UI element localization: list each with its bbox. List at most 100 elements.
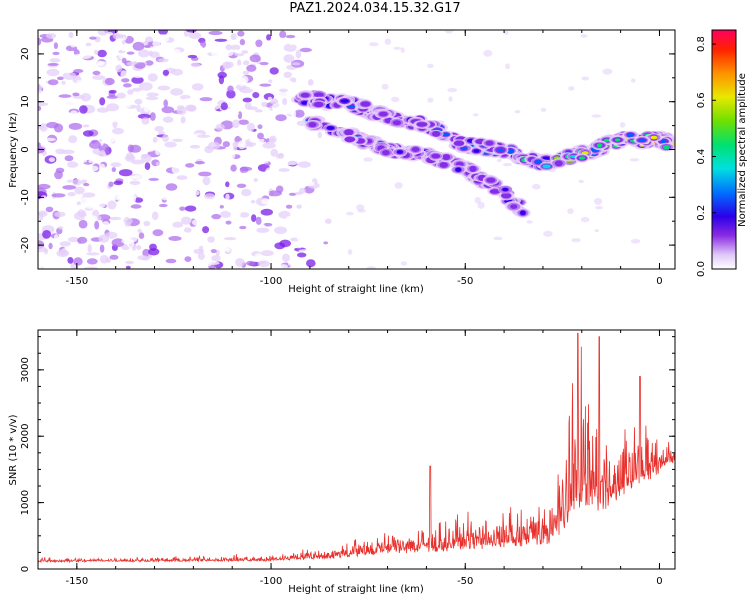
heatmap-cell: [291, 109, 297, 119]
heatmap-cell: [157, 85, 171, 91]
heatmap-cell: [360, 101, 371, 107]
heatmap-cell: [248, 99, 262, 104]
heatmap-cell: [57, 76, 64, 81]
x-tick-label: -50: [457, 576, 473, 587]
heatmap-cell: [53, 42, 59, 49]
heatmap-cell: [444, 30, 454, 34]
heatmap-cell: [79, 50, 93, 59]
heatmap-cell: [61, 149, 75, 155]
heatmap-cell: [73, 69, 84, 73]
heatmap-cell: [282, 253, 290, 262]
heatmap-cell: [84, 266, 98, 269]
spectrogram-heatmap: [38, 30, 675, 269]
heatmap-cell: [391, 96, 400, 102]
heatmap-cell: [82, 130, 94, 137]
heatmap-cell: [109, 262, 119, 268]
heatmap-cell: [246, 64, 257, 72]
heatmap-cell: [92, 60, 105, 67]
heatmap-cell: [80, 93, 92, 102]
heatmap-cell: [208, 30, 223, 36]
heatmap-cell: [171, 68, 183, 76]
heatmap-cell: [132, 73, 144, 79]
heatmap-cell: [155, 148, 161, 156]
heatmap-cell: [144, 44, 151, 48]
heatmap-cell: [255, 216, 262, 225]
heatmap-cell: [137, 228, 142, 233]
y-tick-label: -20: [20, 237, 31, 253]
heatmap-cell: [257, 260, 270, 268]
heatmap-cell: [172, 221, 184, 228]
heatmap-cell: [109, 254, 119, 260]
heatmap-cell: [121, 57, 127, 64]
heatmap-cell: [78, 219, 88, 229]
heatmap-cell: [285, 160, 299, 166]
heatmap-cell: [54, 211, 66, 217]
heatmap-cell: [215, 249, 220, 257]
heatmap-cell: [165, 183, 178, 191]
heatmap-cell: [55, 167, 65, 174]
heatmap-cell: [300, 92, 310, 98]
heatmap-cell: [219, 205, 224, 209]
heatmap-cell: [58, 41, 68, 50]
heatmap-cell: [97, 30, 109, 36]
heatmap-cell: [347, 104, 356, 108]
heatmap-cell: [493, 236, 503, 241]
heatmap-cell: [305, 144, 314, 149]
x-tick-label: -100: [260, 276, 283, 287]
heatmap-cell: [246, 260, 256, 266]
heatmap-cell: [237, 30, 245, 37]
heatmap-cell: [416, 122, 428, 127]
heatmap-cell: [38, 210, 48, 217]
heatmap-cell: [99, 244, 105, 253]
heatmap-cell: [255, 39, 263, 48]
heatmap-cell: [292, 30, 301, 34]
heatmap-cell: [274, 226, 288, 235]
heatmap-cell: [384, 38, 392, 45]
y-tick-label: -10: [20, 189, 31, 205]
y-tick-label: 10: [20, 95, 31, 108]
heatmap-cell: [195, 242, 204, 247]
heatmap-cell: [269, 135, 277, 144]
heatmap-cell: [235, 177, 245, 185]
heatmap-cell: [190, 62, 200, 68]
heatmap-cell: [99, 163, 106, 172]
heatmap-cell: [38, 102, 49, 107]
heatmap-cell: [252, 92, 260, 99]
heatmap-cell: [594, 229, 599, 233]
heatmap-cell: [432, 130, 441, 137]
heatmap-cell: [392, 120, 402, 126]
heatmap-cell: [208, 153, 222, 159]
heatmap-cell: [447, 88, 458, 93]
heatmap-cell: [431, 153, 441, 159]
heatmap-cell: [154, 125, 164, 132]
heatmap-cell: [53, 201, 67, 206]
heatmap-cell: [241, 50, 249, 54]
heatmap-cell: [38, 90, 44, 98]
heatmap-cell: [304, 181, 315, 187]
heatmap-cell: [102, 221, 110, 228]
heatmap-cell: [145, 92, 159, 97]
heatmap-cell: [38, 153, 44, 158]
heatmap-cell: [157, 58, 169, 63]
heatmap-cell: [263, 222, 273, 227]
heatmap-cell: [177, 246, 184, 255]
heatmap-cell: [291, 62, 301, 66]
heatmap-cell: [242, 70, 250, 75]
heatmap-cell: [197, 134, 211, 138]
heatmap-cell: [662, 145, 671, 150]
heatmap-cell: [211, 255, 221, 262]
heatmap-cell: [323, 241, 329, 245]
x-tick-label: -150: [65, 276, 88, 287]
heatmap-cell: [185, 163, 195, 168]
heatmap-cell: [219, 247, 231, 252]
heatmap-cell: [238, 130, 245, 139]
heatmap-cell: [67, 161, 79, 168]
heatmap-cell: [265, 190, 270, 196]
heatmap-cell: [86, 252, 100, 256]
heatmap-cell: [137, 255, 149, 261]
heatmap-cell: [168, 236, 182, 241]
heatmap-cell: [132, 41, 145, 51]
heatmap-cell: [112, 120, 118, 129]
heatmap-cell: [186, 30, 197, 33]
